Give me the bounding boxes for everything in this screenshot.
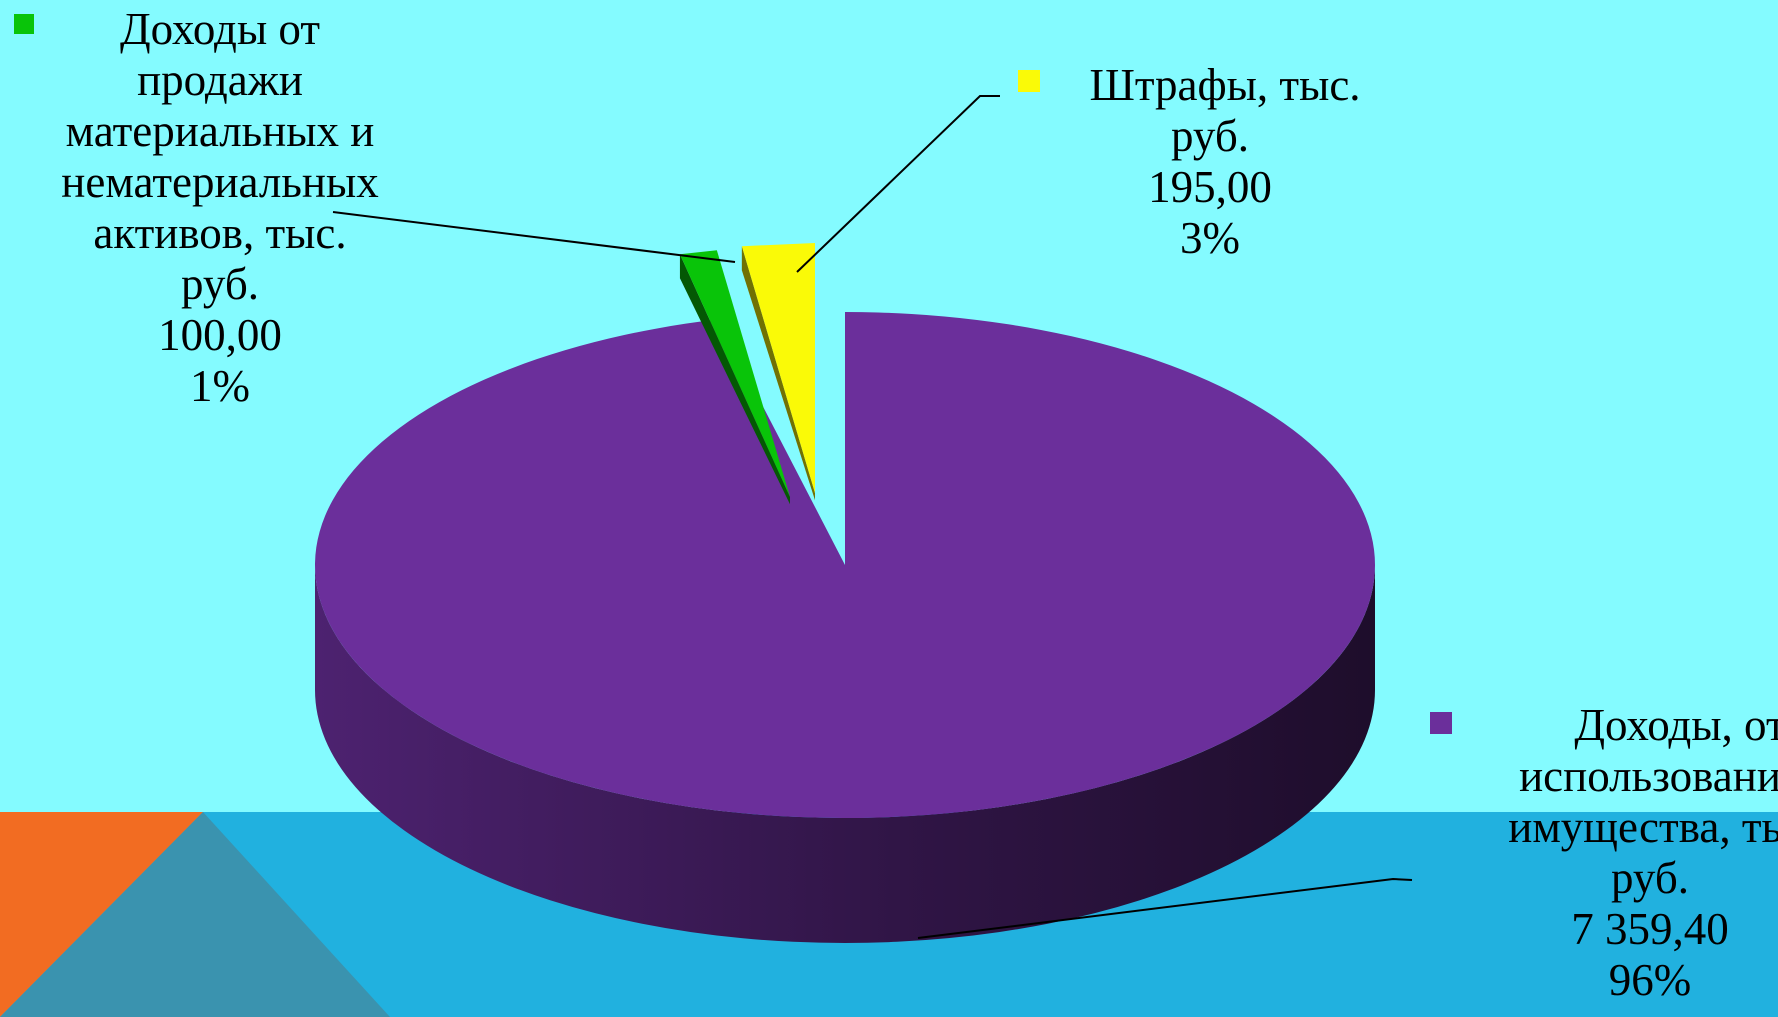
- percent-label: 1%: [190, 361, 250, 411]
- label-line: активов, тыс.: [93, 208, 347, 258]
- percent-label: 3%: [1180, 213, 1240, 263]
- label-line: руб.: [1171, 111, 1249, 161]
- label-line: продажи: [137, 55, 303, 105]
- slice-purple: [314, 312, 1375, 818]
- label-yellow-slice: Штрафы, тыс. руб. 195,00 3%: [1018, 60, 1400, 264]
- label-line: Доходы от: [119, 4, 321, 54]
- label-line: имущества, ты: [1508, 802, 1778, 852]
- label-line: Доходы, от: [1574, 700, 1778, 750]
- slice-yellow-side: [741, 246, 815, 501]
- label-line: руб.: [181, 259, 259, 309]
- slice-green: [679, 250, 790, 497]
- legend-swatch-purple: [1430, 712, 1452, 734]
- slice-yellow: [741, 243, 815, 493]
- leader-line-green: [332, 211, 736, 263]
- value-label: 195,00: [1148, 162, 1272, 212]
- value-label: 7 359,40: [1571, 904, 1729, 954]
- label-line: Штрафы, тыс.: [1089, 60, 1361, 110]
- legend-swatch-green: [14, 14, 34, 34]
- leader-line-purple: [917, 877, 1413, 939]
- leader-line-yellow: [796, 95, 1000, 273]
- slice-green-side: [679, 254, 790, 505]
- label-green-slice: Доходы от продажи материальных и нематер…: [0, 4, 440, 412]
- label-line: материальных и: [65, 106, 375, 156]
- label-line: руб.: [1611, 853, 1689, 903]
- slice-side-purple: [315, 565, 1375, 943]
- label-line: использовани: [1519, 751, 1778, 801]
- label-purple-slice: Доходы, от использовани имущества, ты ру…: [1430, 700, 1778, 1006]
- corner-teal-triangle: [0, 812, 390, 1017]
- value-label: 100,00: [158, 310, 282, 360]
- legend-swatch-yellow: [1018, 70, 1040, 92]
- label-line: нематериальных: [61, 157, 379, 207]
- percent-label: 96%: [1608, 955, 1692, 1005]
